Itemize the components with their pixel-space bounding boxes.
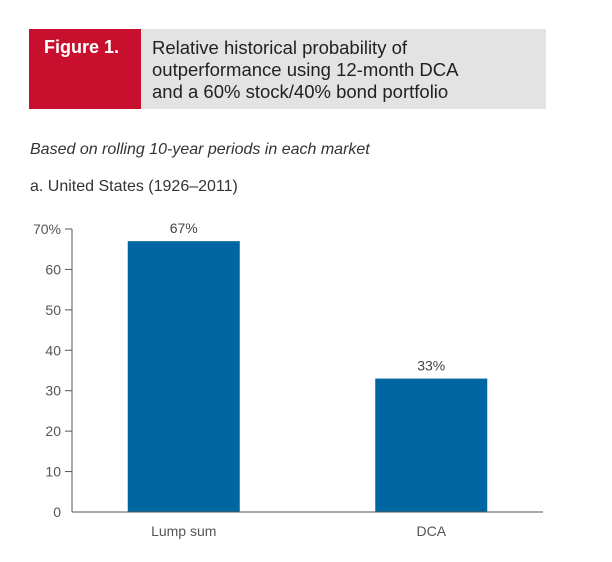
bars: 67% 33% [127,220,488,512]
y-axis: 0 10 20 30 40 50 60 70% [33,221,73,520]
x-category-label: Lump sum [151,523,216,539]
y-tick-label: 0 [53,504,61,520]
figure-tag: Figure 1. [29,29,141,109]
panel-label: a. United States (1926–2011) [30,178,238,195]
y-tick-label: 60 [45,261,61,277]
chart-subtitle: Based on rolling 10-year periods in each… [30,141,370,158]
data-label: 67% [170,220,198,236]
bar-lump-sum [127,241,240,512]
y-tick-label: 30 [45,383,61,399]
y-tick-label: 70% [33,221,61,237]
data-label: 33% [417,358,445,374]
x-axis: Lump sum DCA [72,511,543,539]
figure-title-line: and a 60% stock/40% bond portfolio [152,81,449,102]
y-tick-label: 40 [45,342,61,358]
figure-title-line: Relative historical probability of [152,37,408,58]
bar-dca [375,378,488,512]
x-category-label: DCA [416,523,446,539]
figure-title-line: outperformance using 12-month DCA [152,59,459,80]
figure-header: Figure 1. Relative historical probabilit… [29,29,546,109]
figure-label: Figure 1. [44,37,120,57]
y-tick-label: 20 [45,423,61,439]
y-tick-label: 10 [45,464,61,480]
y-tick-label: 50 [45,302,61,318]
figure-title: Relative historical probability of outpe… [152,37,542,103]
